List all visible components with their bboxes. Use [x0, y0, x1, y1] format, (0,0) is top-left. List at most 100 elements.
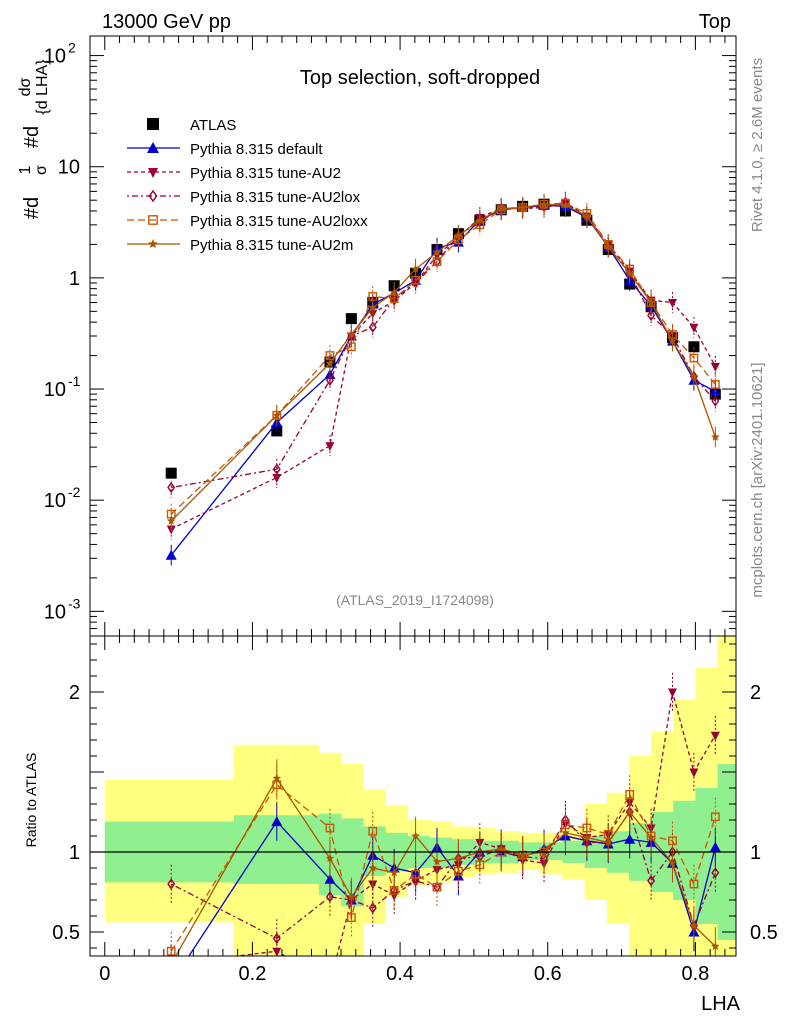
data-point [325, 853, 335, 862]
data-point [432, 247, 442, 256]
data-point [689, 768, 699, 778]
ratio-y-tick-label-right: 1 [750, 842, 761, 864]
main-frame [89, 35, 737, 637]
legend-marker [148, 168, 158, 178]
legend-label: Pythia 8.315 default [190, 141, 323, 158]
data-point [411, 875, 420, 887]
x-tick-label: 0.8 [681, 963, 709, 985]
data-point [345, 313, 357, 325]
data-point [432, 255, 441, 268]
data-point [166, 978, 177, 988]
data-point [604, 837, 613, 846]
data-point [411, 831, 420, 840]
data-point [390, 292, 399, 305]
y-label-d: #d [21, 197, 43, 219]
ratio-y-tick-label: 2 [69, 682, 80, 704]
main-plot-series [165, 191, 721, 566]
data-point [272, 473, 282, 483]
legend-item-pythia-8-315-default: Pythia 8.315 default [127, 141, 323, 158]
x-tick-label: 0.2 [239, 963, 267, 985]
data-point [711, 395, 720, 407]
data-point [646, 833, 656, 842]
legend-label: ATLAS [190, 117, 236, 134]
data-point [432, 882, 442, 892]
data-point [624, 833, 636, 844]
y-tick-exponent: -2 [68, 484, 81, 500]
header-process: Top [699, 11, 731, 33]
data-point [647, 309, 656, 322]
data-point [582, 211, 592, 220]
y-tick-label: 10 [58, 157, 80, 179]
data-point [167, 481, 176, 494]
data-point [347, 329, 356, 339]
rivet-version: Rivet 4.1.0, ≥ 2.6M events [749, 58, 766, 232]
data-point [496, 844, 506, 853]
data-point [710, 380, 720, 389]
data-point [347, 892, 356, 901]
data-point [518, 203, 527, 212]
legend-item-pythia-8-315-tune-au2: Pythia 8.315 tune-AU2 [127, 165, 341, 182]
series-pythia-8-315-tune-au2m [166, 193, 720, 532]
data-point [561, 828, 570, 837]
y-label-sigma: σ [33, 165, 50, 175]
legend-label: Pythia 8.315 tune-AU2loxx [190, 213, 368, 230]
data-point [165, 467, 177, 479]
mcplots-credit: mcplots.cern.ch [arXiv:2401.10621] [749, 362, 766, 597]
ratio-plot-series [166, 672, 721, 989]
x-tick-label: 0.6 [534, 963, 562, 985]
legend-item-pythia-8-315-tune-au2m: Pythia 8.315 tune-AU2m [127, 237, 353, 254]
data-point [496, 204, 506, 213]
data-point [604, 242, 613, 251]
header-energy: 13000 GeV pp [102, 11, 231, 33]
y-tick-exponent: -3 [68, 595, 81, 611]
y-tick-label: 1 [69, 268, 80, 290]
data-point [518, 850, 527, 859]
data-point [325, 823, 335, 833]
y-axis-label: #d 1 σ #d dσ {d LHA} [17, 59, 51, 219]
ratio-y-label: Ratio to ATLAS [23, 753, 39, 848]
legend-marker [147, 142, 159, 153]
data-point [166, 516, 176, 525]
data-point [368, 902, 377, 914]
y-label-num: dσ [17, 77, 34, 96]
band-green [341, 818, 364, 907]
legend-item-atlas: ATLAS [147, 117, 236, 134]
data-point [389, 287, 399, 297]
legend-label: Pythia 8.315 tune-AU2m [190, 237, 353, 254]
ratio-frame [89, 635, 737, 957]
data-point [411, 264, 420, 273]
data-point [411, 870, 420, 879]
data-point [272, 463, 281, 475]
data-point [711, 867, 720, 879]
y-tick-label: 10 [44, 490, 66, 512]
data-point [167, 960, 176, 968]
data-point [368, 321, 377, 333]
data-point [454, 853, 463, 862]
y-label-d2: #d [21, 126, 43, 148]
legend-item-pythia-8-315-tune-au2loxx: Pythia 8.315 tune-AU2loxx [127, 213, 368, 230]
data-point [325, 358, 335, 368]
data-point [368, 826, 378, 836]
data-point [325, 980, 334, 989]
data-point [710, 731, 720, 741]
data-point [625, 807, 634, 816]
series-line-pythia-8-315-tune-au2lox [171, 201, 716, 489]
ratio-y-tick-label: 1 [69, 842, 80, 864]
data-point [710, 812, 720, 822]
ratio-y-tick-label: 0.5 [52, 922, 80, 944]
ratio-y-tick-label-right: 2 [750, 682, 761, 704]
data-point [368, 303, 377, 312]
y-tick-exponent: -1 [68, 373, 81, 389]
series-line-pythia-8-315-tune-au2loxx [170, 783, 716, 952]
series-pythia-8-315-tune-au2m [167, 759, 720, 968]
data-point [475, 215, 485, 224]
data-point [539, 199, 549, 208]
y-tick-label: 10 [44, 601, 66, 623]
y-tick-label: 10 [44, 379, 66, 401]
legend-marker [147, 118, 159, 130]
y-label-one: 1 [17, 165, 34, 174]
chart-title: Top selection, soft-dropped [300, 67, 540, 89]
band-green [695, 788, 719, 924]
data-point [647, 875, 656, 887]
